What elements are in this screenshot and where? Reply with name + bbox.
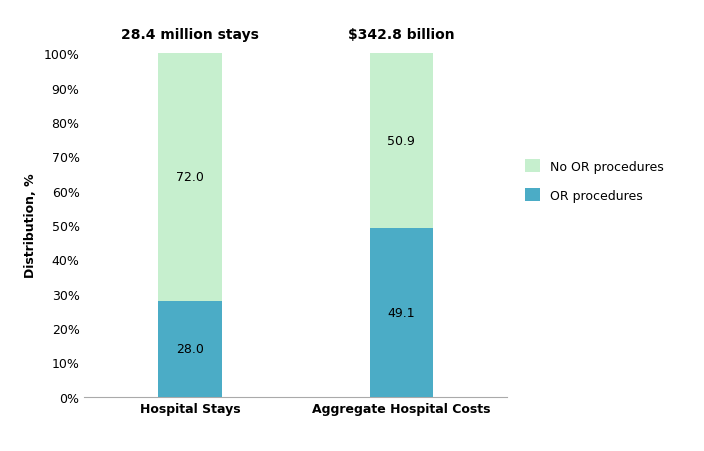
Legend: No OR procedures, OR procedures: No OR procedures, OR procedures (522, 156, 668, 206)
Y-axis label: Distribution, %: Distribution, % (24, 173, 37, 278)
Text: 72.0: 72.0 (176, 171, 204, 184)
Bar (370, 54, 433, 229)
Bar (370, 229, 433, 397)
Text: $342.8 billion: $342.8 billion (348, 28, 455, 42)
Text: 28.4 million stays: 28.4 million stays (121, 28, 259, 42)
Bar (158, 301, 222, 397)
Text: 28.0: 28.0 (176, 342, 204, 355)
Text: 49.1: 49.1 (387, 306, 415, 319)
Bar (158, 54, 222, 301)
Text: 50.9: 50.9 (387, 135, 415, 148)
